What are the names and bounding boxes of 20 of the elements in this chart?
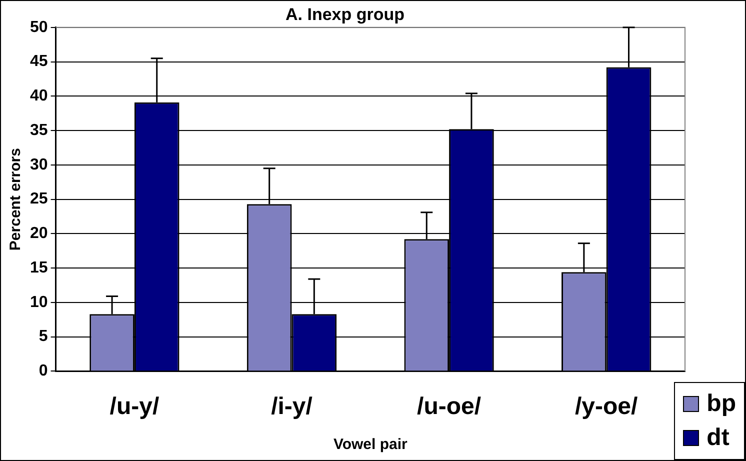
y-tick-label: 50 — [30, 18, 48, 36]
y-tick-label: 5 — [38, 328, 48, 346]
x-tick-label: /y-oe/ — [575, 393, 638, 420]
y-tick-label: 20 — [30, 225, 48, 242]
x-axis-title: Vowel pair — [333, 436, 408, 454]
x-tick-label: /u-y/ — [110, 393, 160, 420]
y-tick-label: 0 — [38, 362, 48, 380]
legend-label: dt — [706, 423, 730, 453]
y-tick-label: 35 — [30, 122, 48, 139]
y-tick-label: 45 — [30, 53, 48, 70]
x-tick-label: /i-y/ — [271, 393, 313, 420]
y-tick-label: 40 — [30, 88, 48, 105]
y-tick-label: 30 — [30, 156, 48, 174]
y-tick-label: 10 — [30, 294, 48, 311]
chart-title: A. Inexp group — [286, 4, 404, 24]
legend-label: bp — [706, 389, 736, 419]
x-tick-label: /u-oe/ — [417, 393, 482, 420]
y-tick-label: 15 — [30, 259, 48, 276]
y-axis-title: Percent errors — [7, 148, 24, 251]
y-tick-label: 25 — [30, 190, 48, 208]
